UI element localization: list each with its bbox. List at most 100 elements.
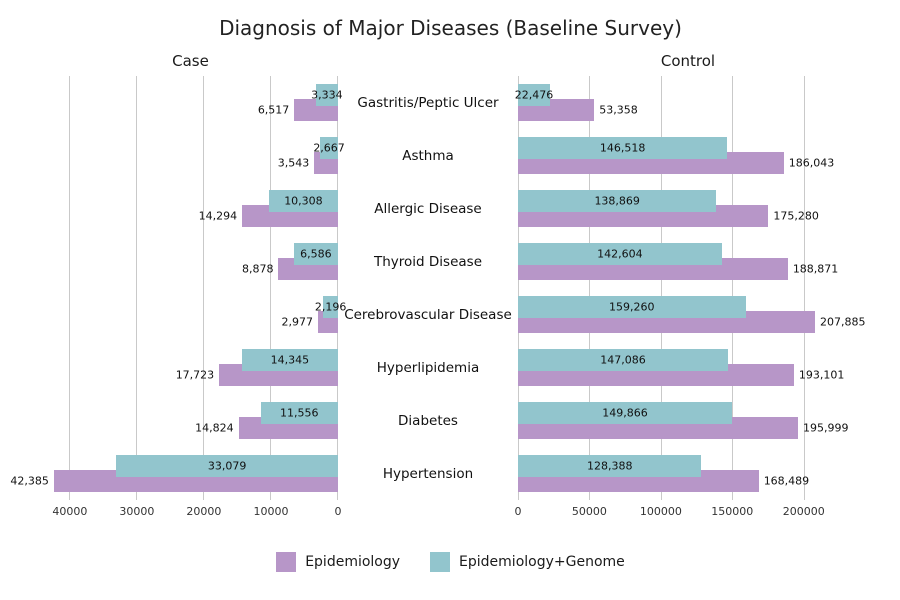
category-label: Cerebrovascular Disease <box>344 306 512 323</box>
category-label: Asthma <box>402 147 454 164</box>
control-rows: 53,358 22,476 186,043 146,518 175,280 138,869… <box>515 76 865 500</box>
legend-label: Epidemiology+Genome <box>459 554 625 570</box>
bar-epidemiology-genome: 10,308 <box>268 190 338 212</box>
bar-value-label: 2,196 <box>314 300 347 314</box>
gridline <box>732 76 734 500</box>
bar-value-label: 2,667 <box>313 141 345 155</box>
bar-epidemiology-genome: 146,518 <box>518 137 728 159</box>
gridline <box>518 76 519 500</box>
gridline <box>803 76 805 500</box>
bar-epidemiology-genome: 33,079 <box>116 455 338 477</box>
bar-value-label: 3,543 <box>277 156 310 170</box>
bar-value-label: 142,604 <box>597 247 643 261</box>
axis-tick-label: 0 <box>334 505 342 518</box>
bar-value-label: 17,723 <box>175 368 215 382</box>
bar-value-label: 33,079 <box>207 459 247 473</box>
chart-area: 6,517 3,334 3,543 2,667 14,294 10,308 8,878 6,5… <box>10 76 865 500</box>
panel-headers: Case Control <box>43 50 858 76</box>
bar-epidemiology-genome: 3,334 <box>311 84 343 106</box>
chart-row: 168,489 128,388 <box>518 447 858 500</box>
category-label: Allergic Disease <box>374 200 482 217</box>
bar-value-label: 207,885 <box>819 315 866 329</box>
bar-value-label: 195,999 <box>802 421 849 435</box>
bar-value-label: 2,977 <box>281 315 314 329</box>
control-gridlines <box>518 76 858 500</box>
bar-value-label: 186,043 <box>788 156 835 170</box>
bar-value-label: 159,260 <box>609 300 655 314</box>
gridline <box>589 76 591 500</box>
bar-epidemiology-genome: 2,667 <box>313 137 345 159</box>
chart-row: 175,280 138,869 <box>518 182 858 235</box>
category-label: Hyperlipidemia <box>376 359 480 376</box>
bar-value-label: 138,869 <box>594 194 640 208</box>
bar-epidemiology-genome: 147,086 <box>518 349 729 371</box>
legend-label: Epidemiology <box>305 554 401 570</box>
legend-swatch <box>430 552 451 572</box>
bar-value-label: 14,345 <box>270 353 310 367</box>
axis-tick-label: 40000 <box>52 505 88 518</box>
gridline <box>68 76 70 500</box>
bar-epidemiology-genome: 159,260 <box>518 296 746 318</box>
chart-row: 188,871 142,604 <box>518 235 858 288</box>
chart-row: 3,543 2,667 <box>43 129 345 182</box>
chart-row: 53,358 22,476 <box>515 76 858 129</box>
chart-title: Diagnosis of Major Diseases (Baseline Su… <box>219 16 682 40</box>
bar-epidemiology-genome: 6,586 <box>293 243 338 265</box>
control-panel-header: Control <box>660 52 716 70</box>
chart-row: 42,385 33,079 <box>10 447 338 500</box>
bar-value-label: 128,388 <box>586 459 633 473</box>
bar-epidemiology-genome: 128,388 <box>518 455 702 477</box>
bar-value-label: 188,871 <box>792 262 839 276</box>
case-panel-header: Case <box>172 52 209 70</box>
center-ticks-spacer <box>338 500 518 526</box>
case-axis-ticks: 40000 30000 20000 10000 0 <box>43 500 341 526</box>
legend-item: Epidemiology+Genome <box>430 552 625 572</box>
gridline <box>337 76 338 500</box>
case-rows: 6,517 3,334 3,543 2,667 14,294 10,308 8,878 6,5… <box>10 76 346 500</box>
category-labels: Gastritis/Peptic Ulcer Asthma Allergic Dis… <box>338 76 518 500</box>
legend: Epidemiology Epidemiology+Genome <box>43 552 858 572</box>
chart-row: 14,824 11,556 <box>43 394 338 447</box>
bar-epidemiology-genome: 149,866 <box>518 402 733 424</box>
chart-row: 6,517 3,334 <box>43 76 343 129</box>
axis-tick-label: 30000 <box>119 505 155 518</box>
chart-row: 17,723 14,345 <box>43 341 338 394</box>
axis-tick-label: 100000 <box>639 505 682 518</box>
bar-value-label: 175,280 <box>773 209 819 223</box>
axis-ticks: 40000 30000 20000 10000 0 0 50000 100000 150000… <box>43 500 858 526</box>
bar-value-label: 22,476 <box>514 88 554 102</box>
bar-value-label: 168,489 <box>763 474 810 488</box>
bar-value-label: 193,101 <box>798 368 845 382</box>
chart-row: 207,885 159,260 <box>518 288 865 341</box>
gridline <box>202 76 204 500</box>
gridline <box>660 76 662 500</box>
bar-value-label: 146,518 <box>599 141 646 155</box>
bar-value-label: 147,086 <box>600 353 646 367</box>
legend-item: Epidemiology <box>276 552 400 572</box>
category-label: Gastritis/Peptic Ulcer <box>357 94 499 111</box>
axis-tick-label: 50000 <box>571 505 607 518</box>
axis-tick-label: 10000 <box>253 505 289 518</box>
bar-value-label: 11,556 <box>280 406 319 420</box>
chart-row: 14,294 10,308 <box>43 182 338 235</box>
bar-epidemiology-genome: 14,345 <box>241 349 338 371</box>
bar-epidemiology-genome: 11,556 <box>260 402 338 424</box>
chart-row: 2,977 2,196 <box>43 288 346 341</box>
bar-epidemiology-genome: 138,869 <box>518 190 717 212</box>
control-axis-ticks: 0 50000 100000 150000 200000 <box>514 500 858 526</box>
control-panel: 53,358 22,476 186,043 146,518 175,280 138,869… <box>515 76 865 500</box>
category-label: Diabetes <box>398 412 458 429</box>
chart-row: 8,878 6,586 <box>43 235 338 288</box>
gridline <box>135 76 137 500</box>
bar-epidemiology-genome: 22,476 <box>515 84 553 106</box>
legend-swatch <box>276 552 297 572</box>
case-panel: 6,517 3,334 3,543 2,667 14,294 10,308 8,878 6,5… <box>10 76 346 500</box>
bar-value-label: 42,385 <box>10 474 49 488</box>
axis-tick-label: 0 <box>514 505 522 518</box>
chart-row: 186,043 146,518 <box>518 129 858 182</box>
chart-row: 193,101 147,086 <box>518 341 858 394</box>
bar-value-label: 8,878 <box>241 262 274 276</box>
center-header-spacer <box>338 50 518 76</box>
bar-epidemiology-genome: 2,196 <box>315 296 346 318</box>
